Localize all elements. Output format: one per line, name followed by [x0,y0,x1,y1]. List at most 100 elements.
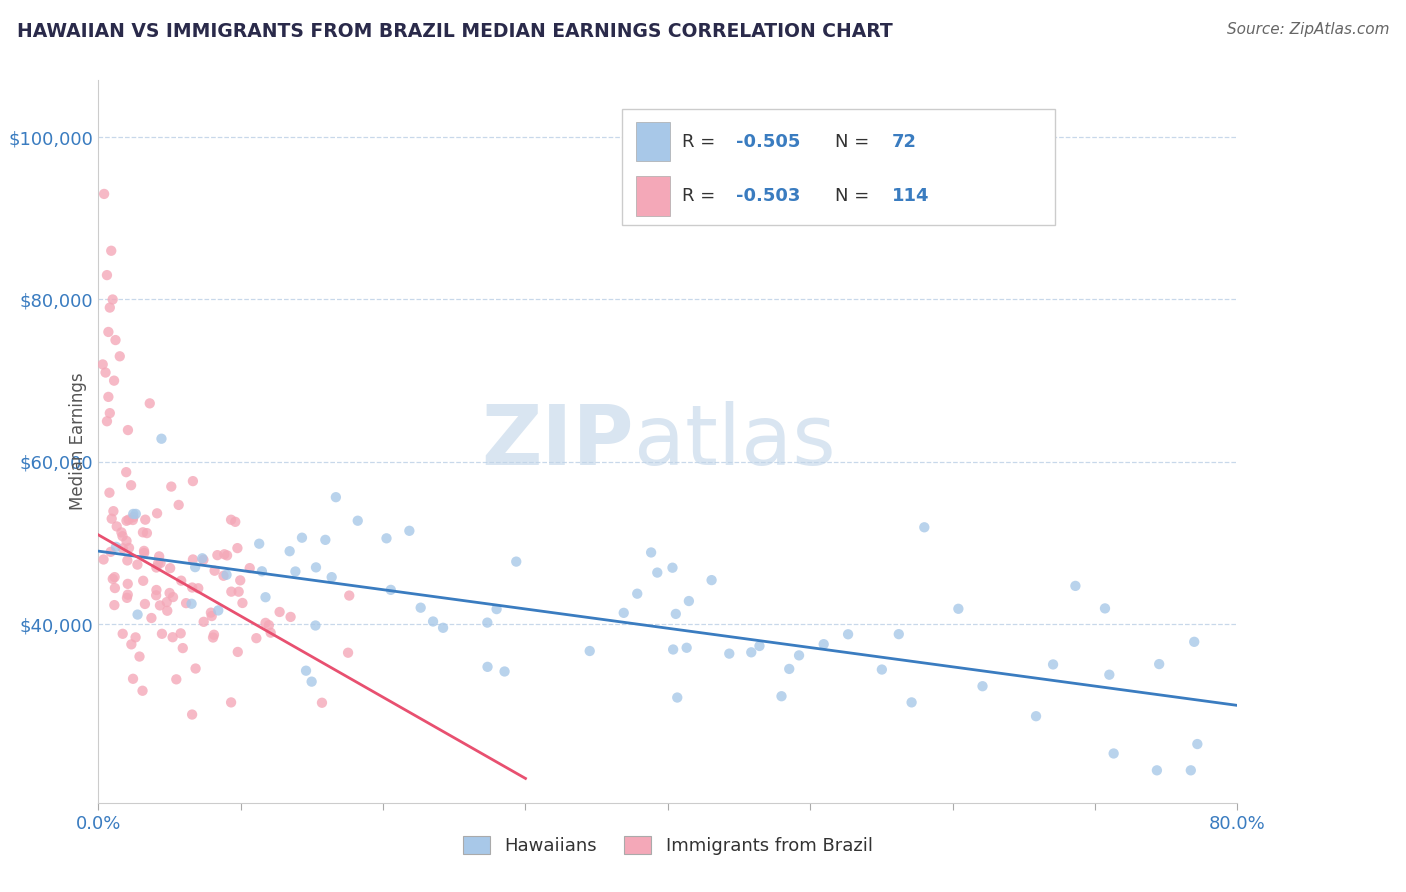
Point [148,549,170,564]
Point [295,664,318,678]
Point [131,683,153,698]
Point [156,604,179,618]
Point [700,573,723,587]
Point [494,665,516,679]
Point [98,301,121,315]
Point [101,293,124,307]
Point [254,591,277,605]
Point [409,600,432,615]
Point [162,590,184,604]
Point [145,582,167,597]
Point [156,595,179,609]
Point [191,551,214,566]
Point [117,423,139,437]
Point [304,618,326,632]
Point [202,628,225,642]
Point [110,525,132,540]
Point [215,567,238,582]
Point [321,570,343,584]
Point [115,514,138,528]
Point [201,609,224,624]
Point [678,594,700,608]
Text: 114: 114 [893,187,929,205]
Point [375,531,398,545]
Point [132,574,155,588]
Point [314,533,336,547]
Point [432,621,454,635]
Text: atlas: atlas [634,401,835,482]
Point [278,544,301,558]
Point [221,584,243,599]
Point [1182,635,1205,649]
Point [837,627,859,641]
Point [948,602,970,616]
Point [184,661,207,675]
Bar [636,121,671,161]
Point [103,374,125,388]
Point [645,566,668,580]
Point [134,513,156,527]
Point [120,478,142,492]
Point [100,512,122,526]
Point [128,649,150,664]
Point [91,358,114,372]
Point [260,625,283,640]
Point [122,510,145,524]
Point [1064,579,1087,593]
Point [172,641,194,656]
Text: Source: ZipAtlas.com: Source: ZipAtlas.com [1226,22,1389,37]
Point [1098,667,1121,681]
Text: 72: 72 [893,133,917,151]
Point [96,268,118,282]
Point [662,642,685,657]
Point [202,631,225,645]
Point [181,552,204,566]
Point [184,560,207,574]
Point [159,586,181,600]
Point [748,639,770,653]
Point [1102,747,1125,761]
Point [120,637,142,651]
Point [740,645,762,659]
Point [180,597,202,611]
Point [972,679,994,693]
Point [337,646,360,660]
Point [150,432,173,446]
Point [117,588,139,602]
Point [127,558,149,572]
Point [675,640,697,655]
Point [125,507,148,521]
Text: N =: N = [835,187,876,205]
Point [108,349,131,363]
Point [145,588,167,602]
Point [477,615,499,630]
Point [167,498,190,512]
Point [146,557,169,571]
Point [117,577,139,591]
Point [207,603,229,617]
Point [96,414,118,428]
Point [111,541,134,556]
Point [229,574,252,588]
Point [181,581,204,595]
Point [97,325,120,339]
Point [149,556,172,570]
Point [280,610,302,624]
Point [505,555,527,569]
Point [224,515,246,529]
Point [346,514,368,528]
Point [477,660,499,674]
Point [117,513,139,527]
Point [301,674,323,689]
Point [254,615,277,630]
Point [226,541,249,555]
Point [111,627,134,641]
Point [1025,709,1047,723]
Point [132,525,155,540]
Text: -0.505: -0.505 [737,133,800,151]
Point [165,673,187,687]
Point [665,607,688,621]
Point [284,565,307,579]
Point [870,663,893,677]
Point [305,560,328,574]
